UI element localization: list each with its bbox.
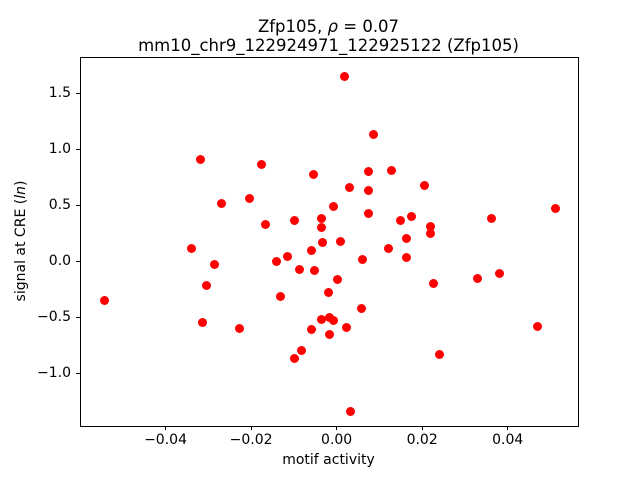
data-point (316, 315, 326, 325)
data-point (324, 312, 334, 322)
data-point (256, 160, 266, 170)
data-point (317, 214, 327, 224)
chart-subtitle: mm10_chr9_122924971_122925122 (Zfp105) (138, 36, 519, 55)
x-axis-label: motif activity (282, 452, 375, 468)
data-point (486, 214, 496, 224)
x-tick (336, 426, 338, 430)
data-point (357, 303, 367, 313)
data-point (297, 346, 307, 356)
chart-title-line1: Zfp105, ρ = 0.07 (80, 17, 577, 36)
x-tick-label: 0.04 (492, 432, 524, 448)
data-point (369, 130, 379, 140)
y-tick-label: 0.0 (48, 252, 71, 269)
data-point (425, 228, 435, 238)
data-point (245, 194, 255, 204)
data-point (276, 291, 286, 301)
data-point (328, 201, 338, 211)
data-point (363, 167, 373, 177)
data-point (324, 329, 334, 339)
data-point (401, 253, 411, 263)
data-point (307, 325, 317, 335)
data-point (473, 273, 483, 283)
data-point (197, 318, 207, 328)
ylabel-suffix: ) (13, 180, 29, 187)
data-point (235, 324, 245, 333)
data-point (99, 295, 109, 305)
y-tick (76, 260, 80, 262)
chart-title: Zfp105, ρ = 0.07 mm10_chr9_122924971_122… (80, 17, 577, 55)
data-point (271, 256, 281, 266)
data-point (289, 216, 299, 226)
y-tick (76, 372, 80, 374)
data-point (387, 166, 397, 175)
data-point (295, 264, 305, 274)
ylabel-prefix: signal at CRE ( (13, 198, 29, 302)
data-point (401, 234, 411, 244)
data-point (318, 237, 328, 247)
data-point (209, 260, 219, 270)
title-suffix: = 0.07 (338, 17, 400, 36)
x-tick (165, 426, 167, 430)
x-tick-label: −0.04 (144, 432, 187, 448)
data-point (329, 316, 339, 326)
x-tick (250, 426, 252, 430)
data-point (289, 354, 299, 364)
data-point (335, 236, 345, 246)
data-point (202, 281, 212, 291)
data-point (384, 244, 394, 254)
data-point (425, 222, 435, 232)
x-tick-label: −0.02 (229, 432, 273, 448)
title-prefix: Zfp105, (257, 17, 328, 36)
data-point (340, 71, 350, 81)
data-point (363, 208, 373, 218)
data-point (310, 265, 320, 275)
y-tick (76, 204, 80, 206)
y-tick (76, 148, 80, 150)
data-point (317, 223, 327, 233)
data-point (342, 322, 352, 332)
y-tick-label: 1.5 (48, 84, 71, 101)
data-point (187, 244, 197, 254)
data-point (196, 154, 206, 164)
x-tick (507, 426, 509, 430)
data-point (283, 252, 293, 262)
y-tick-label: 0.5 (48, 196, 71, 213)
x-tick-label: 0.00 (321, 432, 353, 448)
data-point (435, 349, 445, 359)
data-point (494, 269, 504, 279)
data-point (306, 245, 316, 255)
data-point (323, 288, 333, 298)
data-point (261, 219, 271, 229)
data-point (429, 279, 439, 289)
y-tick-label: 1.0 (48, 140, 71, 157)
data-point (217, 198, 227, 208)
plot-area (80, 57, 579, 427)
data-point (407, 211, 417, 221)
title-rho-symbol: ρ (327, 17, 338, 36)
data-point (333, 274, 343, 284)
y-tick (76, 316, 80, 318)
data-point (419, 180, 429, 190)
data-point (363, 186, 373, 196)
data-point (550, 204, 560, 214)
y-tick-label: −1.0 (37, 364, 71, 381)
data-point (395, 216, 405, 226)
y-tick (76, 92, 80, 94)
data-point (346, 406, 356, 416)
data-point (357, 254, 367, 264)
data-point (533, 321, 543, 331)
x-tick (421, 426, 423, 430)
y-tick-label: −0.5 (37, 308, 71, 325)
data-point (344, 182, 354, 192)
x-tick-label: 0.02 (406, 432, 438, 448)
data-point (308, 170, 318, 180)
